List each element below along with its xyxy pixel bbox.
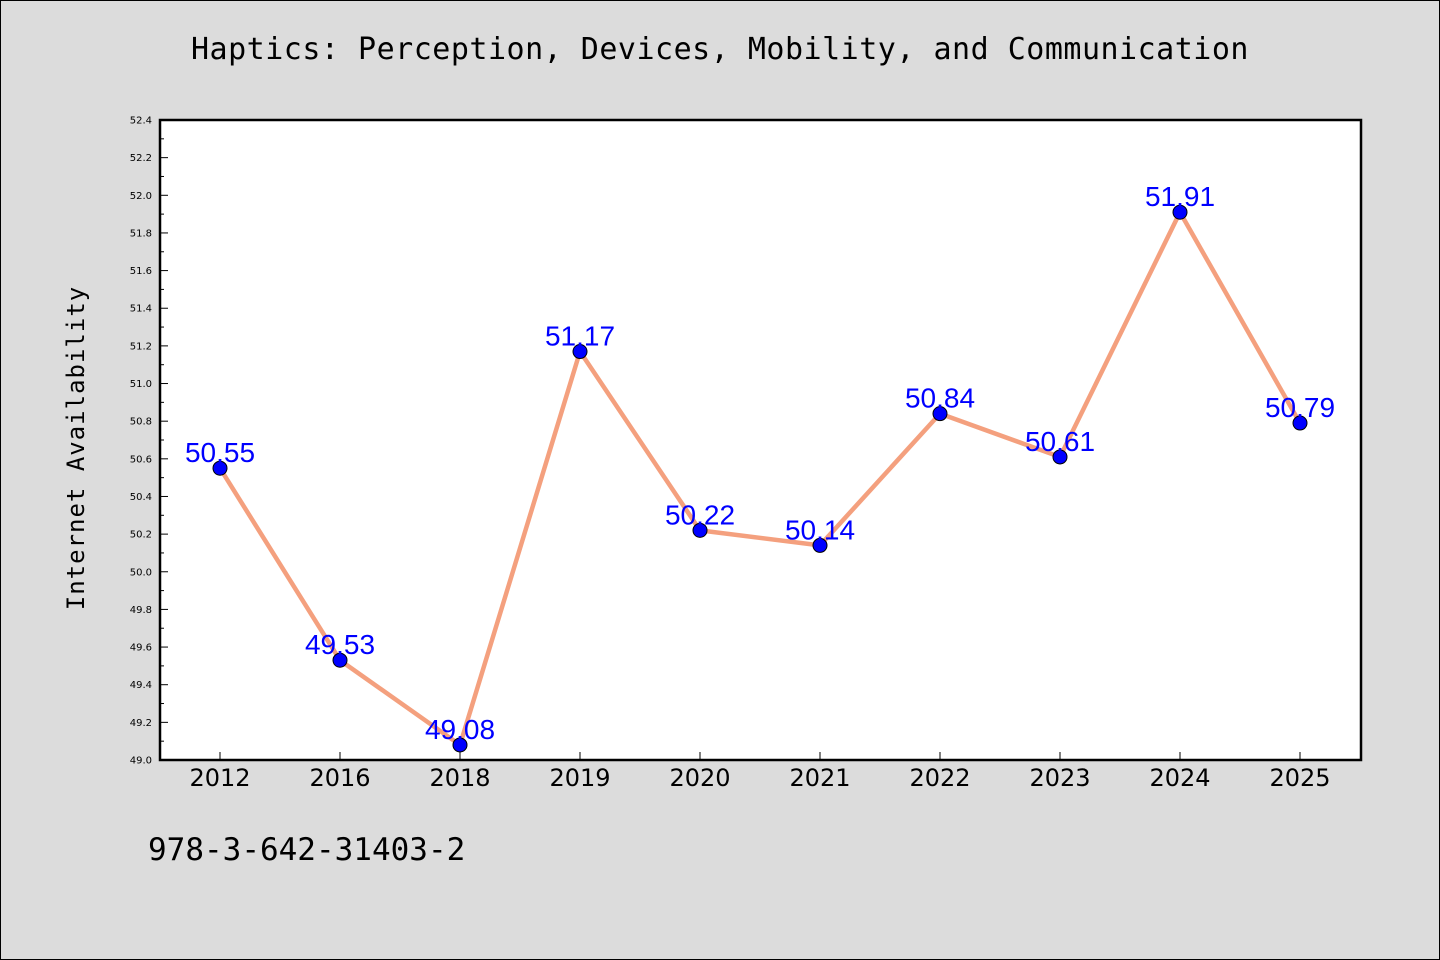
- y-tick-label: 49.6: [130, 643, 152, 654]
- x-tick-label: 2021: [789, 764, 850, 792]
- x-tick-label: 2023: [1029, 764, 1090, 792]
- y-tick-label: 50.4: [130, 492, 152, 503]
- y-tick-label: 51.8: [130, 228, 152, 239]
- data-label: 51.91: [1145, 181, 1215, 212]
- data-point: [1292, 415, 1308, 431]
- y-tick-label: 51.6: [130, 266, 152, 277]
- y-tick-label: 52.2: [130, 153, 152, 164]
- y-tick-label: 50.2: [130, 530, 152, 541]
- data-point: [332, 652, 348, 668]
- y-tick-label: 52.4: [130, 116, 152, 127]
- y-tick-label: 49.2: [130, 718, 152, 729]
- plot-border: [158, 118, 1363, 762]
- x-tick-label: 2025: [1269, 764, 1330, 792]
- x-tick-label: 2012: [189, 764, 250, 792]
- isbn-footer: 978-3-642-31403-2: [148, 832, 466, 868]
- data-point: [932, 406, 948, 422]
- x-tick-label: 2020: [669, 764, 730, 792]
- y-tick-label: 50.8: [130, 417, 152, 428]
- data-label: 50.14: [785, 514, 855, 545]
- x-tick-label: 2022: [909, 764, 970, 792]
- data-point: [1172, 204, 1188, 220]
- data-label: 50.55: [185, 437, 255, 468]
- x-tick-label: 2019: [549, 764, 610, 792]
- data-point: [812, 537, 828, 553]
- data-label: 51.17: [545, 321, 615, 352]
- y-tick-label: 49.8: [130, 605, 152, 616]
- y-tick-label: 51.4: [130, 304, 152, 315]
- y-tick-label: 51.2: [130, 341, 152, 352]
- y-tick-label: 50.6: [130, 454, 152, 465]
- data-point: [572, 344, 588, 360]
- data-point: [452, 737, 468, 753]
- y-tick-label: 49.0: [130, 756, 152, 767]
- x-tick-label: 2018: [429, 764, 490, 792]
- data-label: 50.84: [905, 383, 975, 414]
- y-axis-label: Internet Availability: [62, 286, 90, 610]
- x-tick-label: 2016: [309, 764, 370, 792]
- data-label: 50.22: [665, 499, 735, 530]
- data-label: 50.61: [1025, 426, 1095, 457]
- data-point: [692, 522, 708, 538]
- y-tick-label: 49.4: [130, 680, 152, 691]
- chart-title: Haptics: Perception, Devices, Mobility, …: [190, 32, 1249, 67]
- data-point: [1052, 449, 1068, 465]
- data-label: 49.08: [425, 714, 495, 745]
- series-line: [218, 209, 1302, 748]
- x-tick-label: 2024: [1149, 764, 1210, 792]
- plot-area: [160, 120, 1361, 760]
- data-point: [212, 460, 228, 476]
- y-tick-label: 50.0: [130, 567, 152, 578]
- data-label: 49.53: [305, 629, 375, 660]
- data-label: 50.79: [1265, 392, 1335, 423]
- y-tick-label: 52.0: [130, 191, 152, 202]
- y-tick-label: 51.0: [130, 379, 152, 390]
